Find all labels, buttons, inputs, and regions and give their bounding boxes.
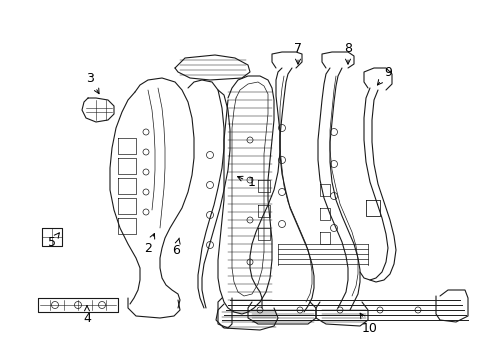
Text: 5: 5: [48, 233, 59, 248]
Text: 9: 9: [377, 66, 391, 85]
Text: 1: 1: [237, 176, 255, 189]
Text: 4: 4: [83, 306, 91, 324]
Text: 7: 7: [293, 41, 302, 64]
Text: 3: 3: [86, 72, 99, 94]
Text: 8: 8: [343, 41, 351, 64]
Text: 6: 6: [172, 238, 180, 256]
Text: 10: 10: [359, 313, 377, 334]
Text: 2: 2: [144, 234, 154, 255]
